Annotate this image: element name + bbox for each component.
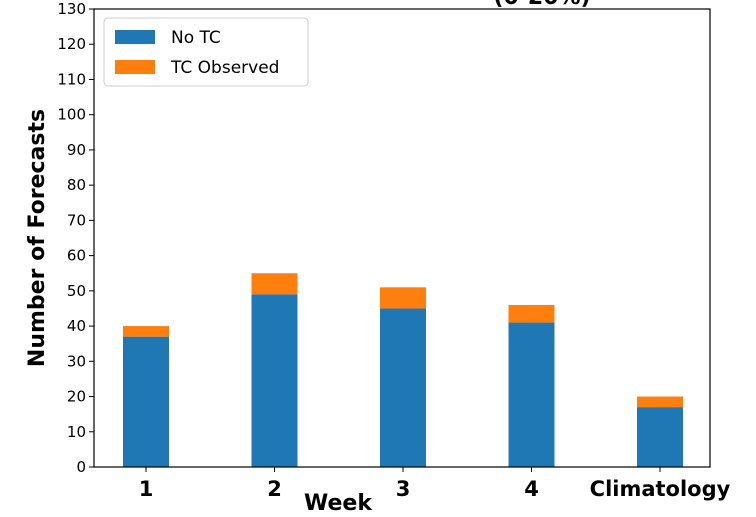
legend-swatch-tc-observed — [115, 60, 155, 74]
y-tick-label: 50 — [67, 282, 86, 300]
bar-tc-observed-1 — [123, 326, 169, 337]
y-tick-label: 40 — [67, 317, 86, 335]
y-tick-label: 80 — [67, 176, 86, 194]
y-axis-label: Number of Forecasts — [25, 109, 50, 367]
x-tick-label: 2 — [267, 477, 282, 501]
legend: No TC TC Observed — [104, 18, 308, 86]
y-tick-label: 10 — [67, 423, 86, 441]
legend-label-tc-observed: TC Observed — [170, 58, 279, 78]
bar-no-tc-3 — [380, 308, 426, 467]
bar-no-tc-2 — [252, 294, 298, 467]
y-axis: 0 10 20 30 40 50 60 70 80 90 100 110 120 130 — [57, 0, 94, 476]
x-tick-label: Climatology — [590, 477, 731, 501]
x-tick-label: 1 — [139, 477, 154, 501]
y-tick-label: 100 — [57, 106, 86, 124]
legend-label-no-tc: No TC — [171, 28, 221, 48]
legend-swatch-no-tc — [115, 30, 155, 44]
y-tick-label: 90 — [67, 141, 86, 159]
bar-tc-observed-climatology — [637, 397, 683, 408]
y-tick-label: 30 — [67, 352, 86, 370]
bars-group — [123, 273, 683, 467]
y-tick-label: 120 — [57, 35, 86, 53]
x-axis: 1 2 3 4 Climatology — [139, 467, 731, 501]
x-tick-label: 4 — [524, 477, 539, 501]
y-tick-label: 60 — [67, 247, 86, 265]
x-axis-label: Week — [304, 491, 373, 516]
bar-no-tc-1 — [123, 337, 169, 467]
y-tick-label: 0 — [76, 458, 86, 476]
y-tick-label: 110 — [57, 70, 86, 88]
y-tick-label: 70 — [67, 211, 86, 229]
y-tick-label: 20 — [67, 388, 86, 406]
y-tick-label: 130 — [57, 0, 86, 18]
bar-tc-observed-3 — [380, 287, 426, 308]
bar-tc-observed-2 — [252, 273, 298, 294]
bar-no-tc-climatology — [637, 407, 683, 467]
bar-no-tc-4 — [509, 323, 555, 467]
bar-tc-observed-4 — [509, 305, 555, 323]
x-tick-label: 3 — [396, 477, 411, 501]
